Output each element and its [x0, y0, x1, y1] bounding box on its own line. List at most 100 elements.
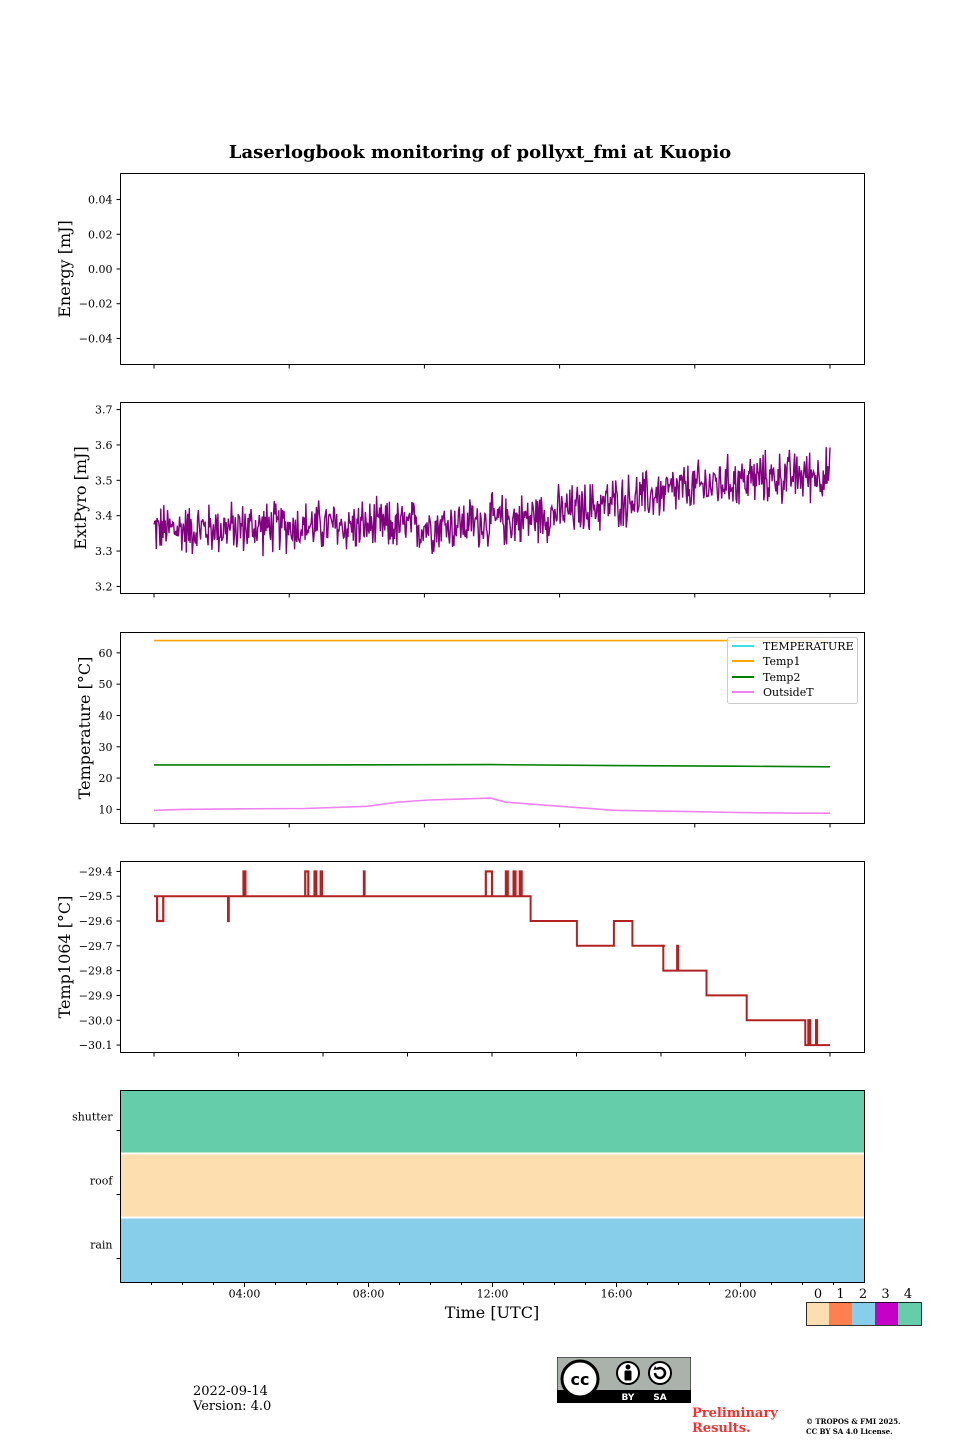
x-tick-label: 16:00: [601, 1288, 633, 1301]
temperature-plot: [153, 639, 831, 814]
extpyro-panel: ExtPyro [mJ] 3.2 3.3 3.4 3.5 3.6 3.7: [71, 402, 865, 598]
status-row-shutter: [120, 1090, 865, 1153]
status-row-label: rain: [90, 1239, 112, 1252]
temp1064-spike: [815, 1019, 819, 1046]
by-label: BY: [622, 1393, 635, 1403]
temp1064-series-line: [154, 895, 830, 1047]
extpyro-axes-frame: [120, 402, 865, 594]
preliminary-results-note: Preliminary Results.: [692, 1406, 778, 1436]
colorbar-swatch: [875, 1302, 898, 1325]
y-tick-label: 0.00: [88, 263, 113, 276]
temperature-legend: TEMPERATURE Temp1 Temp2 OutsideT: [727, 637, 858, 704]
colorbar-swatch: [898, 1302, 921, 1325]
legend-label-temp2: Temp2: [763, 671, 800, 684]
status-panel: shutter roof rain 04:00 08:00 12:00 16:00 20:0…: [72, 1090, 865, 1322]
temp1064-yticks: −29.4 −29.5 −29.6 −29.7 −29.8 −29.9 −30.0 −30.1: [79, 865, 121, 1052]
extpyro-xticks: [153, 593, 831, 598]
colorbar-swatch: [852, 1302, 875, 1325]
temp1064-spike: [242, 870, 247, 897]
y-tick-label: −29.6: [79, 915, 113, 928]
y-tick-label: 3.2: [95, 580, 113, 593]
y-tick-label: 3.4: [95, 510, 113, 523]
status-row-roof: [120, 1154, 865, 1217]
colorbar-label: 4: [904, 1287, 912, 1302]
y-tick-label: −29.9: [79, 989, 113, 1002]
colorbar-frame: [806, 1302, 922, 1326]
energy-ylabel: Energy [mJ]: [55, 220, 74, 318]
temp1064-spike: [518, 870, 523, 897]
temp1064-spike: [676, 944, 680, 971]
status-row-label: shutter: [72, 1111, 113, 1124]
figure-title: Laserlogbook monitoring of pollyxt_fmi a…: [229, 142, 731, 163]
energy-panel: Energy [mJ] 0.04 0.02 0.00 −0.02 −0.04: [55, 173, 865, 369]
copyright-line-2: CC BY SA 4.0 License.: [806, 1427, 893, 1436]
colorbar-swatch: [806, 1302, 829, 1325]
cc-icon: [560, 1359, 600, 1399]
sa-share-alike-icon: [648, 1361, 672, 1385]
y-tick-label: 3.7: [95, 404, 113, 417]
legend-label-temp1: Temp1: [763, 655, 800, 668]
energy-xticks: [153, 364, 831, 369]
y-tick-label: 10: [99, 803, 113, 816]
x-tick-label: 20:00: [725, 1288, 757, 1301]
colorbar-label: 3: [881, 1287, 889, 1302]
colorbar-label: 2: [859, 1287, 867, 1302]
energy-yticks: 0.04 0.02 0.00 −0.02 −0.04: [79, 194, 121, 345]
y-tick-label: −29.4: [79, 865, 113, 878]
temp1064-ylabel: Temp1064 [°C]: [55, 896, 74, 1019]
y-tick-label: −29.8: [79, 965, 113, 978]
y-tick-label: 20: [99, 772, 113, 785]
y-tick-label: −29.7: [79, 940, 113, 953]
status-row-label: roof: [90, 1175, 114, 1188]
legend-label-temperature: TEMPERATURE: [763, 640, 854, 653]
energy-axes-frame: [120, 173, 865, 365]
temp1064-spike: [362, 870, 366, 897]
extpyro-yticks: 3.2 3.3 3.4 3.5 3.6 3.7: [95, 404, 121, 593]
version-text: Version: 4.0: [193, 1399, 272, 1414]
y-tick-label: 30: [99, 741, 113, 754]
y-tick-label: 0.02: [88, 228, 113, 241]
date-version-block: 2022-09-14 Version: 4.0: [193, 1384, 271, 1414]
temp1064-spike: [155, 896, 165, 923]
y-tick-label: 0.04: [88, 194, 113, 207]
extpyro-ylabel: ExtPyro [mJ]: [71, 446, 90, 549]
legend-label-outsidet: OutsideT: [763, 686, 814, 699]
temp1064-spike: [313, 870, 318, 897]
status-row-labels: shutter roof rain: [72, 1111, 121, 1259]
temp1064-spike: [512, 870, 517, 897]
temperature-series-temp2: [154, 763, 831, 768]
sa-label: SA: [653, 1393, 666, 1403]
y-tick-label: −0.02: [79, 298, 113, 311]
copyright-notice: © TROPOS & FMI 2025. CC BY SA 4.0 Licens…: [806, 1417, 901, 1437]
y-tick-label: 60: [99, 647, 113, 660]
y-tick-label: 3.6: [95, 439, 113, 452]
x-axis-label: Time [UTC]: [445, 1303, 539, 1322]
temperature-series-outsidet: [153, 797, 830, 814]
temp1064-plot: [154, 870, 830, 1047]
y-tick-label: −29.5: [79, 890, 113, 903]
x-tick-label: 08:00: [353, 1288, 385, 1301]
temp1064-spike: [319, 870, 324, 897]
temperature-yticks: 10 20 30 40 50 60: [99, 647, 121, 816]
temperature-ylabel: Temperature [°C]: [75, 657, 94, 800]
status-row-rain: [120, 1218, 865, 1283]
status-heatmap: [120, 1090, 865, 1283]
temp1064-spike: [226, 896, 230, 923]
colorbar-label: 1: [836, 1287, 844, 1302]
extpyro-plot: [153, 447, 831, 557]
cc-by-sa-badge: cc BY SA: [557, 1357, 691, 1403]
y-tick-label: −30.0: [79, 1014, 113, 1027]
copyright-line-1: © TROPOS & FMI 2025.: [806, 1417, 901, 1426]
y-tick-label: 40: [99, 709, 113, 722]
temp1064-spike: [304, 870, 310, 897]
temp1064-panel: Temp1064 [°C] −29.4 −29.5 −29.6 −29.7 −29.8 −…: [55, 861, 865, 1057]
y-tick-label: 50: [99, 678, 113, 691]
temp1064-xticks: [153, 1052, 831, 1057]
temp1064-spike: [484, 870, 494, 897]
status-xticks: 04:00 08:00 12:00 16:00 20:00: [151, 1282, 834, 1301]
temp1064-spike: [504, 870, 509, 897]
y-tick-label: −0.04: [79, 332, 113, 345]
temp1064-spike: [807, 1019, 812, 1046]
